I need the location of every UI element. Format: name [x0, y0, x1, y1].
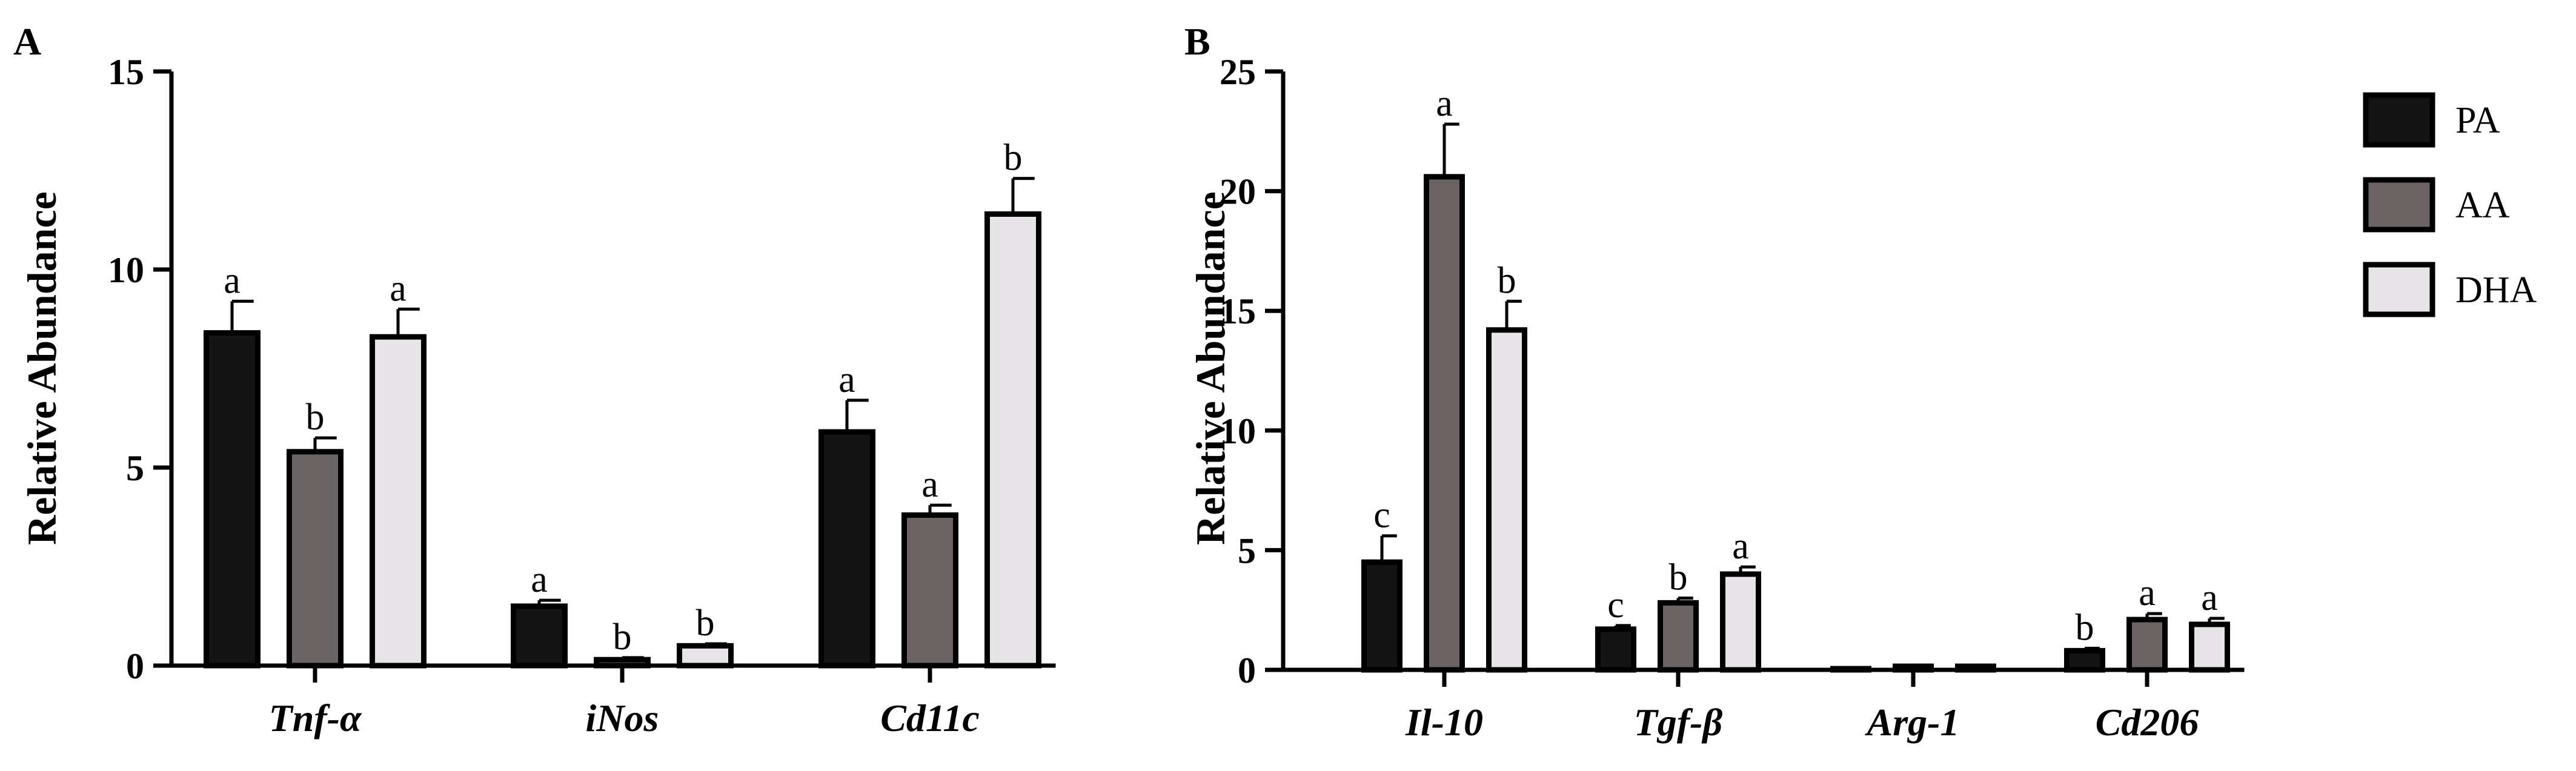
bar-dha [1955, 663, 1996, 673]
bar-pa [204, 330, 261, 669]
legend-label-aa: AA [2455, 185, 2510, 226]
x-category-label: iNos [586, 697, 659, 740]
bar-pa [1830, 666, 1871, 673]
significance-label: a [1732, 526, 1749, 567]
significance-label: b [696, 603, 715, 644]
y-tick-label: 10 [108, 250, 144, 290]
bar-aa [2126, 617, 2168, 673]
significance-label: a [838, 359, 855, 400]
x-category-label: Tnf-α [269, 697, 362, 740]
bar-dha [1720, 571, 1761, 673]
panel-b-letter: B [1184, 20, 1210, 63]
significance-label: a [531, 559, 548, 600]
panel-a-letter: A [13, 20, 41, 63]
y-tick-label: 5 [126, 448, 144, 488]
legend: PA AA DHA [2363, 92, 2537, 317]
y-tick-label: 0 [126, 646, 144, 686]
significance-label: b [1498, 260, 1516, 301]
bar-pa [511, 603, 568, 669]
bar-dha [2189, 621, 2230, 673]
x-category-label: Tgf-β [1634, 701, 1723, 744]
y-axis-label: Relative Abundance [1187, 191, 1233, 545]
bar-aa [1424, 174, 1465, 673]
legend-swatch-dha [2363, 262, 2435, 317]
significance-label: b [1669, 557, 1688, 598]
bar-pa [818, 429, 875, 669]
significance-label: b [1004, 137, 1023, 179]
significance-label: b [2076, 607, 2094, 648]
significance-label: b [306, 397, 325, 438]
significance-label: a [390, 268, 407, 309]
y-tick-label: 15 [108, 52, 144, 92]
bar-pa [2064, 647, 2105, 673]
bar-dha [677, 643, 734, 669]
y-tick-label: 10 [1220, 411, 1256, 451]
chart-panel-b: 0 5 10 15 20 25 Relative Abundance Il-10 c a b Tgf-… [1187, 52, 2245, 744]
y-tick-label: 25 [1220, 52, 1256, 92]
bar-aa [901, 512, 958, 669]
bar-aa [287, 449, 344, 669]
x-category-label: Cd206 [2096, 701, 2199, 744]
bar-pa [1361, 559, 1403, 673]
significance-label: c [1607, 584, 1624, 626]
x-category-label: Il-10 [1405, 701, 1483, 744]
significance-label: a [2201, 577, 2218, 618]
y-tick-label: 15 [1220, 291, 1256, 331]
significance-label: a [2139, 572, 2156, 614]
y-tick-label: 5 [1238, 531, 1256, 571]
x-category-label: Cd11c [880, 697, 980, 740]
legend-label-pa: PA [2455, 100, 2500, 141]
legend-swatch-aa [2363, 177, 2435, 233]
x-category-label: Arg-1 [1865, 701, 1960, 744]
bar-dha [984, 211, 1041, 669]
significance-label: a [224, 260, 241, 301]
y-axis-label: Relative Abundance [19, 191, 65, 545]
bar-aa [1658, 600, 1699, 673]
bar-dha [1486, 327, 1527, 673]
significance-label: a [1436, 83, 1453, 124]
chart-panel-a: 0 5 10 15 Relative Abundance Tnf-α a b a iNos a b b C… [19, 52, 1056, 740]
y-tick-label: 0 [1238, 650, 1256, 690]
y-tick-label: 20 [1220, 172, 1256, 212]
bar-aa [1893, 663, 1934, 673]
bar-aa [594, 657, 651, 669]
significance-label: b [613, 617, 632, 658]
bar-pa [1595, 626, 1636, 673]
legend-swatch-pa [2363, 92, 2435, 148]
significance-label: c [1373, 495, 1390, 536]
legend-label-dha: DHA [2455, 270, 2537, 311]
significance-label: a [921, 464, 938, 505]
bar-dha [370, 334, 427, 669]
